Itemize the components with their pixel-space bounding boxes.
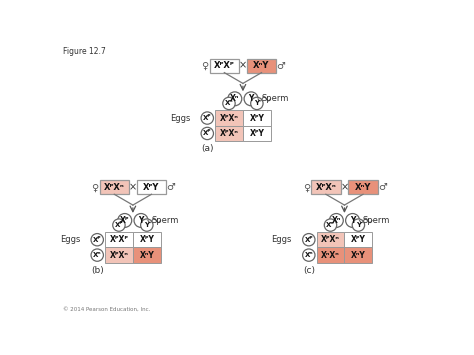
Text: XⁿY: XⁿY <box>355 183 371 192</box>
Circle shape <box>91 249 103 261</box>
Text: Xⁿ: Xⁿ <box>225 100 233 106</box>
Text: XᴾXᴾ: XᴾXᴾ <box>214 61 235 70</box>
Text: ♀: ♀ <box>303 182 310 192</box>
Text: Y: Y <box>350 216 356 225</box>
Circle shape <box>302 249 315 261</box>
Text: ×: × <box>340 182 348 192</box>
Text: (b): (b) <box>91 266 104 275</box>
Text: XᴾY: XᴾY <box>249 114 264 122</box>
Text: XᴾXᴾ: XᴾXᴾ <box>109 235 128 244</box>
Text: ♀: ♀ <box>201 61 209 71</box>
Text: ♀: ♀ <box>91 182 99 192</box>
Text: XᴾXⁿ: XᴾXⁿ <box>109 251 128 260</box>
Bar <box>317 247 345 263</box>
Text: Y: Y <box>138 216 144 225</box>
Bar <box>133 247 161 263</box>
Text: Xᴾ: Xᴾ <box>115 222 123 228</box>
Text: ♂: ♂ <box>378 182 387 192</box>
Text: Xⁿ: Xⁿ <box>326 222 335 228</box>
Text: XⁿY: XⁿY <box>253 61 270 70</box>
Bar <box>348 180 378 194</box>
Circle shape <box>113 219 125 231</box>
Text: Eggs: Eggs <box>170 114 190 122</box>
Bar <box>100 180 129 194</box>
Circle shape <box>352 219 365 231</box>
Text: XⁿXⁿ: XⁿXⁿ <box>321 251 340 260</box>
Circle shape <box>251 97 263 110</box>
Circle shape <box>141 219 153 231</box>
Circle shape <box>329 214 343 228</box>
Text: XᴾY: XᴾY <box>143 183 160 192</box>
Text: (c): (c) <box>303 266 315 275</box>
Text: Xᴾ: Xᴾ <box>203 130 211 136</box>
Bar <box>243 110 271 126</box>
Bar <box>137 180 166 194</box>
Text: Xⁿ: Xⁿ <box>332 216 341 225</box>
Text: Sperm: Sperm <box>261 94 289 103</box>
Text: Y: Y <box>144 222 149 228</box>
Text: Y: Y <box>356 222 361 228</box>
Bar <box>215 126 243 141</box>
Text: Xᴾ: Xᴾ <box>305 237 313 243</box>
Text: XⁿY: XⁿY <box>351 251 366 260</box>
Text: ♂: ♂ <box>276 61 285 71</box>
Text: ♂: ♂ <box>166 182 175 192</box>
Text: XᴾXⁿ: XᴾXⁿ <box>321 235 340 244</box>
Text: Xⁿ: Xⁿ <box>304 252 313 258</box>
Circle shape <box>223 97 235 110</box>
Circle shape <box>118 214 132 228</box>
Text: XⁿY: XⁿY <box>139 251 154 260</box>
Circle shape <box>346 214 360 228</box>
Text: Xᴾ: Xᴾ <box>93 237 101 243</box>
Bar <box>105 247 133 263</box>
Circle shape <box>244 92 258 106</box>
Bar <box>317 232 345 247</box>
Bar <box>345 232 373 247</box>
Bar <box>210 59 239 73</box>
Text: Eggs: Eggs <box>60 235 80 244</box>
Circle shape <box>324 219 337 231</box>
Bar <box>215 110 243 126</box>
Text: © 2014 Pearson Education, Inc.: © 2014 Pearson Education, Inc. <box>63 306 151 311</box>
Text: Xᴾ: Xᴾ <box>120 216 129 225</box>
Bar <box>243 126 271 141</box>
Text: Eggs: Eggs <box>272 235 292 244</box>
Text: XᴾY: XᴾY <box>351 235 366 244</box>
Circle shape <box>91 234 103 246</box>
Text: XᴾXⁿ: XᴾXⁿ <box>219 129 238 138</box>
Circle shape <box>201 127 213 140</box>
Text: Xⁿ: Xⁿ <box>230 94 239 103</box>
Circle shape <box>134 214 148 228</box>
Circle shape <box>302 234 315 246</box>
Text: Xⁿ: Xⁿ <box>93 252 101 258</box>
Text: Sperm: Sperm <box>151 216 179 225</box>
Text: ×: × <box>129 182 137 192</box>
Text: (a): (a) <box>201 144 213 153</box>
Text: Xᴾ: Xᴾ <box>203 115 211 121</box>
Bar <box>311 180 341 194</box>
Text: XᴾXⁿ: XᴾXⁿ <box>316 183 336 192</box>
Text: Y: Y <box>248 94 254 103</box>
Text: XᴾXⁿ: XᴾXⁿ <box>104 183 125 192</box>
Circle shape <box>228 92 242 106</box>
Bar <box>345 247 373 263</box>
Text: Y: Y <box>255 100 259 106</box>
Text: XᴾXⁿ: XᴾXⁿ <box>219 114 238 122</box>
Text: XᴾY: XᴾY <box>249 129 264 138</box>
Bar <box>133 232 161 247</box>
Circle shape <box>201 112 213 124</box>
Text: XᴾY: XᴾY <box>139 235 154 244</box>
Text: Figure 12.7: Figure 12.7 <box>63 47 106 56</box>
Text: Sperm: Sperm <box>363 216 390 225</box>
Bar <box>105 232 133 247</box>
Bar <box>247 59 276 73</box>
Text: ×: × <box>239 61 247 71</box>
